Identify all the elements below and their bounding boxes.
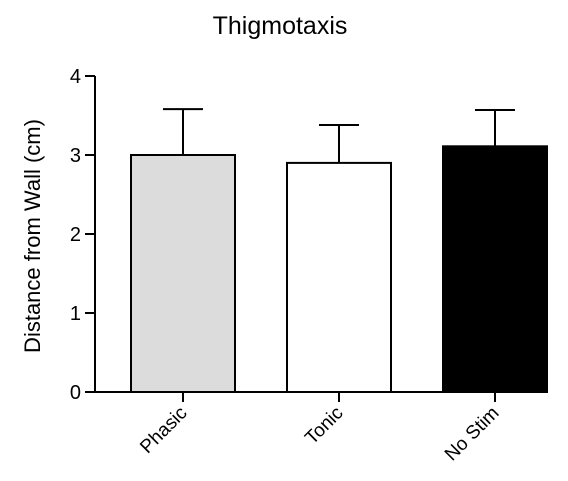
y-tick-label: 3	[70, 145, 81, 167]
bars	[130, 108, 548, 393]
x-ticks: Phasic Tonic No Stim	[136, 392, 504, 466]
y-tick-label: 0	[70, 382, 81, 404]
chart-title: Thigmotaxis	[213, 12, 348, 40]
bar-no-stim	[442, 145, 548, 393]
y-tick-label: 1	[70, 303, 81, 325]
bar-tonic	[286, 161, 392, 393]
y-tick-label: 2	[70, 224, 81, 246]
x-tick-label: No Stim	[441, 403, 504, 466]
y-ticks: 0 1 2 3 4	[70, 66, 95, 404]
bar-phasic	[130, 154, 236, 393]
x-tick-label: Phasic	[136, 403, 191, 458]
x-tick-label: Tonic	[301, 403, 347, 449]
y-tick-label: 4	[70, 66, 81, 88]
y-axis-label: Distance from Wall (cm)	[20, 119, 45, 353]
